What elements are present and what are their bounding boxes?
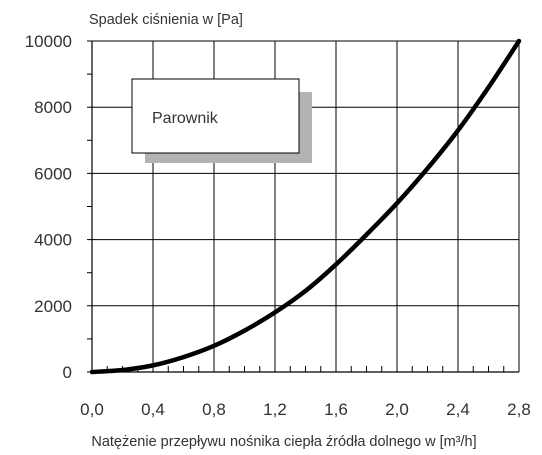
x-tick-label: 0,8 <box>202 400 226 419</box>
y-tick-label: 10000 <box>25 32 72 51</box>
legend-label: Parownik <box>152 110 219 127</box>
series-line-parownik <box>89 38 522 375</box>
x-tick-label: 0,0 <box>80 400 104 419</box>
y-tick-label: 6000 <box>34 164 72 183</box>
axes <box>87 40 520 373</box>
x-tick-label: 2,8 <box>507 400 531 419</box>
legend: Parownik <box>131 78 312 163</box>
legend-box <box>131 78 300 154</box>
y-axis-label: Spadek ciśnienia w [Pa] <box>89 12 243 28</box>
y-tick-label: 8000 <box>34 98 72 117</box>
x-tick-label: 0,4 <box>141 400 165 419</box>
x-axis-label: Natężenie przepływu nośnika ciepła źródł… <box>91 434 476 450</box>
x-tick-label: 2,4 <box>446 400 470 419</box>
y-tick-label: 2000 <box>34 297 72 316</box>
y-tick-label: 0 <box>63 363 72 382</box>
series-layer <box>89 38 522 375</box>
x-tick-label: 2,0 <box>385 400 409 419</box>
x-tick-label: 1,2 <box>263 400 287 419</box>
tick-labels: 0,0 0,4 0,8 1,2 1,6 2,0 2,4 2,8 0 2000 4000 6000 800… <box>25 32 531 419</box>
y-tick-label: 4000 <box>34 231 72 250</box>
x-tick-label: 1,6 <box>324 400 348 419</box>
